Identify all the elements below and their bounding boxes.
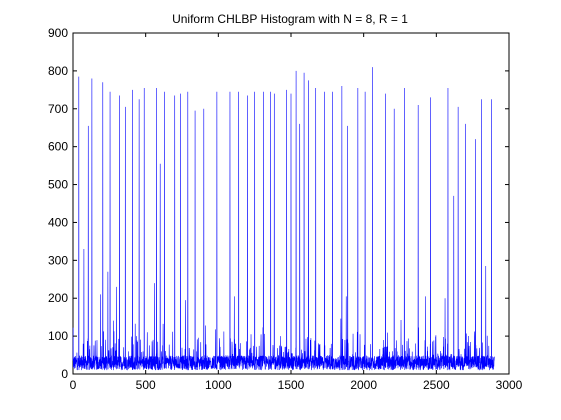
x-tick-label: 500 <box>136 378 156 392</box>
y-tick-label: 800 <box>48 64 68 78</box>
series-line <box>72 67 495 371</box>
y-tick-label: 300 <box>48 253 68 267</box>
x-tick-label: 1500 <box>278 378 305 392</box>
y-tick-label: 600 <box>48 140 68 154</box>
series-layer <box>72 67 495 371</box>
y-tick-label: 100 <box>48 329 68 343</box>
x-tick-label: 1000 <box>205 378 232 392</box>
y-tick-label: 700 <box>48 102 68 116</box>
plot-area <box>72 32 510 375</box>
y-tick-label: 500 <box>48 178 68 192</box>
y-tick-label: 200 <box>48 291 68 305</box>
x-tick-label: 3000 <box>496 378 523 392</box>
y-tick-label: 400 <box>48 215 68 229</box>
x-tick-label: 0 <box>70 378 77 392</box>
y-axis: 0 100 200 300 400 500 600 700 800 900 <box>48 26 509 381</box>
x-tick-label: 2000 <box>350 378 377 392</box>
y-tick-label: 900 <box>48 26 68 40</box>
x-tick-label: 2500 <box>423 378 450 392</box>
chart-title: Uniform CHLBP Histogram with N = 8, R = … <box>172 12 408 26</box>
y-tick-label: 0 <box>61 367 68 381</box>
x-axis: 0 500 1000 1500 2000 2500 3000 <box>70 33 523 392</box>
